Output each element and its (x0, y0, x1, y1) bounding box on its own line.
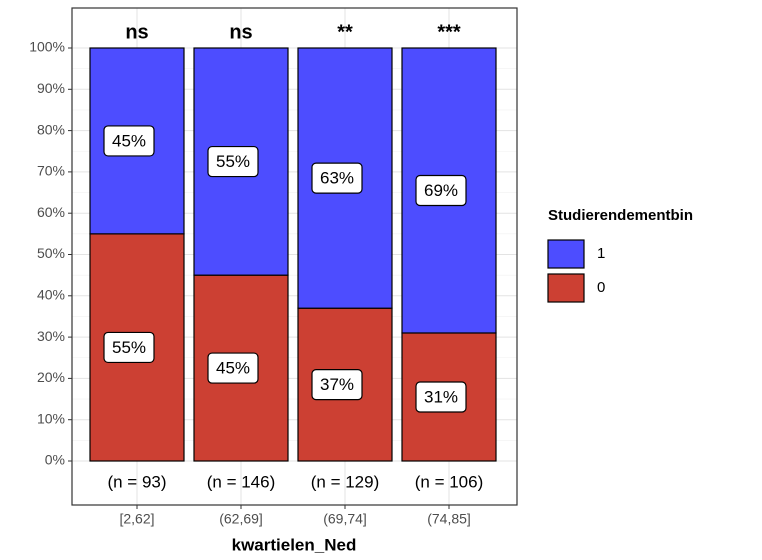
y-tick-label: 0% (45, 452, 65, 468)
panel-border (71, 7, 518, 506)
y-tick-label: 100% (29, 39, 65, 55)
x-tick-label: [2,62] (119, 511, 154, 527)
count-label: (n = 129) (311, 472, 380, 491)
value-label-box (311, 368, 363, 401)
significance-label: ** (337, 21, 353, 43)
legend-key (547, 239, 585, 269)
y-tick-label: 70% (37, 163, 65, 179)
value-label-box (207, 145, 259, 178)
x-tick-label: (69,74] (323, 511, 367, 527)
y-tick-label: 60% (37, 204, 65, 220)
value-label: 69% (424, 181, 458, 200)
significance-label: ns (125, 21, 148, 43)
y-tick-label: 50% (37, 245, 65, 261)
value-label: 55% (112, 338, 146, 357)
legend-key (547, 273, 585, 303)
value-label-box (103, 125, 155, 157)
y-tick-label: 90% (37, 80, 65, 96)
value-label: 63% (320, 169, 354, 188)
value-label-box (415, 174, 467, 207)
value-label: 55% (216, 152, 250, 171)
x-tick-label: (74,85] (427, 511, 471, 527)
significance-label: *** (437, 21, 461, 43)
value-label: 31% (424, 387, 458, 406)
value-label-box (103, 331, 155, 364)
value-label-box (311, 162, 363, 194)
y-tick-label: 20% (37, 369, 65, 385)
count-label: (n = 146) (207, 472, 276, 491)
legend-title: Studierendementbin (548, 207, 693, 224)
value-label: 37% (320, 375, 354, 394)
y-tick-label: 80% (37, 121, 65, 137)
value-label-box (207, 352, 259, 384)
y-tick-label: 40% (37, 287, 65, 303)
count-label: (n = 106) (415, 472, 484, 491)
count-label: (n = 93) (107, 472, 166, 491)
x-axis-title: kwartielen_Ned (232, 535, 357, 554)
y-tick-label: 30% (37, 328, 65, 344)
significance-label: ns (229, 21, 252, 43)
value-label: 45% (112, 131, 146, 150)
value-label-box (415, 381, 467, 413)
legend-label: 1 (597, 245, 605, 262)
legend-label: 0 (597, 279, 605, 296)
x-tick-label: (62,69] (219, 511, 263, 527)
value-label: 45% (216, 359, 250, 378)
y-tick-label: 10% (37, 410, 65, 426)
